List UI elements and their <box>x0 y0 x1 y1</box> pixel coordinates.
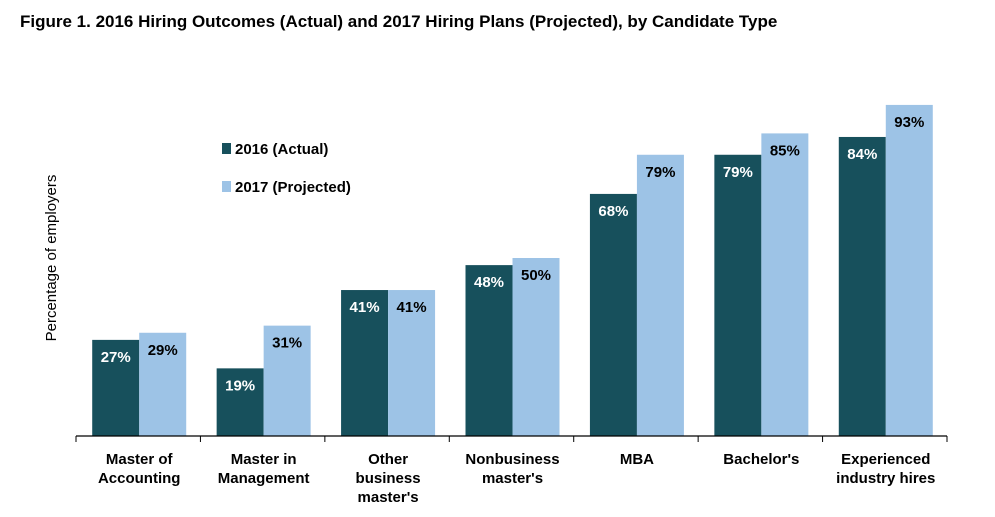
category-label-experienced-industry-hires: Experienced industry hires <box>836 451 935 487</box>
category-label-other-business-master-s: Other business master's <box>356 451 421 506</box>
data-label-2017-projected-experienced-industry-hires: 93% <box>894 114 924 131</box>
x-axis <box>75 435 948 442</box>
bar-2016-actual-bachelor-s <box>714 154 762 436</box>
data-label-2016-actual-experienced-industry-hires: 84% <box>847 146 877 163</box>
category-label-bachelor-s: Bachelor's <box>723 451 799 468</box>
bar-2016-actual-master-of-accounting <box>92 339 140 436</box>
category-labels: Master of Accounting Master in Management Ot… <box>98 451 935 506</box>
legend-label-2016: 2016 (Actual) <box>235 141 328 158</box>
data-label-2017-projected-master-in-management: 31% <box>272 335 302 352</box>
bar-2016-actual-other-business-master-s <box>341 290 389 436</box>
legend-label-2017: 2017 (Projected) <box>235 179 351 196</box>
data-label-2017-projected-nonbusiness-master-s: 50% <box>521 267 551 284</box>
y-axis-label: Percentage of employers <box>43 175 60 342</box>
legend-swatch-2017 <box>222 181 231 192</box>
bar-2017-projected-mba <box>636 154 684 436</box>
figure-title: Figure 1. 2016 Hiring Outcomes (Actual) … <box>20 12 778 31</box>
bar-2016-actual-nonbusiness-master-s <box>465 265 513 436</box>
data-label-2016-actual-bachelor-s: 79% <box>723 164 753 181</box>
legend-swatch-2016 <box>222 143 231 154</box>
bar-2017-projected-experienced-industry-hires <box>885 104 933 437</box>
data-label-2016-actual-master-of-accounting: 27% <box>101 349 131 366</box>
category-label-mba: MBA <box>620 451 654 468</box>
bar-2017-projected-master-in-management <box>263 325 311 436</box>
data-label-2017-projected-other-business-master-s: 41% <box>397 299 427 316</box>
data-label-2017-projected-master-of-accounting: 29% <box>148 342 178 359</box>
bar-2017-projected-bachelor-s <box>761 133 809 436</box>
bars-group: 27% 29% 19% 31% 41% 41% 48% 50% 68% 79% 79% 85% 84% 9… <box>92 104 933 437</box>
bar-2016-actual-master-in-management <box>216 368 264 436</box>
category-label-master-in-management: Master in Management <box>218 451 310 487</box>
data-label-2017-projected-bachelor-s: 85% <box>770 142 800 159</box>
legend: 2016 (Actual) 2017 (Projected) <box>222 141 351 196</box>
bar-2017-projected-other-business-master-s <box>388 290 436 436</box>
bar-2017-projected-nonbusiness-master-s <box>512 258 560 436</box>
bar-2017-projected-master-of-accounting <box>139 332 187 436</box>
data-label-2017-projected-mba: 79% <box>645 164 675 181</box>
category-label-master-of-accounting: Master of Accounting <box>98 451 181 487</box>
data-label-2016-actual-mba: 68% <box>598 203 628 220</box>
category-label-nonbusiness-master-s: Nonbusiness master's <box>465 451 559 487</box>
bar-2016-actual-mba <box>589 193 637 436</box>
data-label-2016-actual-nonbusiness-master-s: 48% <box>474 274 504 291</box>
data-label-2016-actual-master-in-management: 19% <box>225 377 255 394</box>
bar-2016-actual-experienced-industry-hires <box>838 136 886 436</box>
data-label-2016-actual-other-business-master-s: 41% <box>350 299 380 316</box>
